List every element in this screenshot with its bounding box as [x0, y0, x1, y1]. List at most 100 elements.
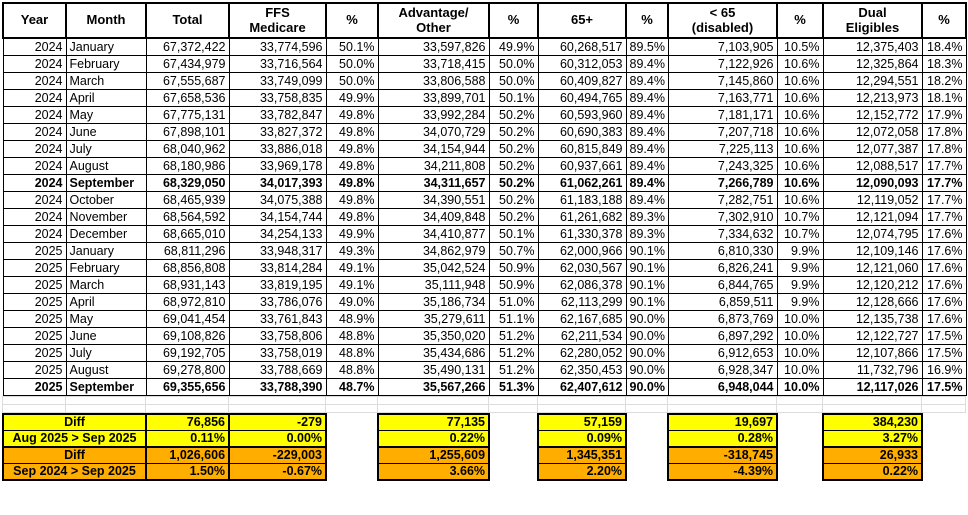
summary-value[interactable]: 3.66%	[377, 463, 491, 482]
cell-year[interactable]: 2025	[2, 361, 67, 380]
cell-ffs-medicare[interactable]: 33,948,317	[228, 242, 327, 261]
cell-ffs-medicare[interactable]: 33,788,669	[228, 361, 327, 380]
cell-advantage-other[interactable]: 35,279,611	[377, 310, 490, 329]
cell-ffs-medicare[interactable]: 33,969,178	[228, 157, 327, 176]
cell-under65-disabled[interactable]: 7,266,789	[667, 174, 778, 193]
cell-year[interactable]: 2025	[2, 378, 67, 397]
cell-dual-eligibles[interactable]: 12,120,212	[822, 276, 923, 295]
cell-ffs-pct[interactable]: 49.1%	[325, 276, 379, 295]
cell-under65-pct[interactable]: 10.0%	[776, 310, 824, 329]
cell-ffs-pct[interactable]: 49.8%	[325, 123, 379, 142]
cell-advantage-other[interactable]: 34,154,944	[377, 140, 490, 159]
cell-ffs-medicare[interactable]: 33,758,019	[228, 344, 327, 363]
cell-total[interactable]: 69,108,826	[145, 327, 230, 346]
cell-65plus-pct[interactable]: 90.1%	[625, 293, 669, 312]
summary-value[interactable]: 77,135	[377, 413, 491, 432]
cell-under65-pct[interactable]: 10.5%	[776, 37, 824, 57]
cell-dual-pct[interactable]: 17.5%	[921, 378, 967, 397]
cell-65plus[interactable]: 60,815,849	[537, 140, 627, 159]
cell-advantage-other[interactable]: 35,042,524	[377, 259, 490, 278]
cell-65plus-pct[interactable]: 89.4%	[625, 89, 669, 108]
cell-advantage-other[interactable]: 33,597,826	[377, 37, 490, 57]
cell-advantage-other[interactable]: 35,111,948	[377, 276, 490, 295]
cell-month[interactable]: January	[65, 242, 147, 261]
cell-total[interactable]: 69,041,454	[145, 310, 230, 329]
summary-value[interactable]: 57,159	[537, 413, 628, 432]
cell-ffs-medicare[interactable]: 34,017,393	[228, 174, 327, 193]
cell-advantage-other[interactable]: 35,434,686	[377, 344, 490, 363]
col-header-65plus-pct[interactable]: %	[625, 1, 669, 40]
cell-dual-eligibles[interactable]: 12,121,060	[822, 259, 923, 278]
summary-value[interactable]: -229,003	[228, 446, 328, 465]
cell-65plus-pct[interactable]: 89.4%	[625, 140, 669, 159]
cell-under65-pct[interactable]: 9.9%	[776, 259, 824, 278]
cell-year[interactable]: 2025	[2, 293, 67, 312]
cell-ffs-pct[interactable]: 49.8%	[325, 140, 379, 159]
cell-65plus[interactable]: 60,409,827	[537, 72, 627, 91]
cell-65plus-pct[interactable]: 90.0%	[625, 361, 669, 380]
col-header-advantage-other[interactable]: Advantage/ Other	[377, 1, 490, 40]
cell-total[interactable]: 67,898,101	[145, 123, 230, 142]
cell-advantage-pct[interactable]: 50.2%	[488, 191, 539, 210]
col-header-ffs-medicare[interactable]: FFS Medicare	[228, 1, 327, 40]
col-header-advantage-pct[interactable]: %	[488, 1, 539, 40]
col-header-total[interactable]: Total	[145, 1, 230, 40]
cell-under65-pct[interactable]: 10.7%	[776, 208, 824, 227]
cell-total[interactable]: 68,465,939	[145, 191, 230, 210]
cell-under65-disabled[interactable]: 7,207,718	[667, 123, 778, 142]
col-header-under65-pct[interactable]: %	[776, 1, 824, 40]
cell-year[interactable]: 2024	[2, 72, 67, 91]
cell-month[interactable]: January	[65, 37, 147, 57]
cell-ffs-medicare[interactable]: 34,075,388	[228, 191, 327, 210]
cell-under65-pct[interactable]: 10.0%	[776, 361, 824, 380]
cell-under65-pct[interactable]: 10.7%	[776, 225, 824, 244]
cell-total[interactable]: 68,856,808	[145, 259, 230, 278]
summary-value[interactable]: -0.67%	[228, 463, 328, 482]
cell-dual-pct[interactable]: 18.4%	[921, 37, 967, 57]
col-header-ffs-pct[interactable]: %	[325, 1, 379, 40]
cell-under65-disabled[interactable]: 7,181,171	[667, 106, 778, 125]
cell-advantage-pct[interactable]: 51.2%	[488, 327, 539, 346]
cell-ffs-medicare[interactable]: 33,716,564	[228, 55, 327, 74]
cell-dual-eligibles[interactable]: 12,088,517	[822, 157, 923, 176]
cell-65plus-pct[interactable]: 90.1%	[625, 259, 669, 278]
cell-year[interactable]: 2024	[2, 140, 67, 159]
cell-advantage-pct[interactable]: 51.2%	[488, 344, 539, 363]
cell-month[interactable]: July	[65, 344, 147, 363]
cell-dual-eligibles[interactable]: 12,375,403	[822, 37, 923, 57]
cell-dual-pct[interactable]: 17.6%	[921, 225, 967, 244]
cell-65plus-pct[interactable]: 89.4%	[625, 174, 669, 193]
cell-year[interactable]: 2024	[2, 191, 67, 210]
cell-ffs-pct[interactable]: 48.9%	[325, 310, 379, 329]
cell-ffs-pct[interactable]: 49.8%	[325, 174, 379, 193]
cell-dual-pct[interactable]: 17.5%	[921, 344, 967, 363]
summary-value[interactable]: 1,345,351	[537, 446, 628, 465]
cell-month[interactable]: December	[65, 225, 147, 244]
cell-advantage-other[interactable]: 35,186,734	[377, 293, 490, 312]
col-header-under65-disabled[interactable]: < 65 (disabled)	[667, 1, 778, 40]
cell-65plus[interactable]: 62,350,453	[537, 361, 627, 380]
cell-under65-pct[interactable]: 10.6%	[776, 191, 824, 210]
cell-total[interactable]: 68,931,143	[145, 276, 230, 295]
summary-value[interactable]: 26,933	[822, 446, 924, 465]
cell-advantage-pct[interactable]: 50.2%	[488, 174, 539, 193]
cell-advantage-pct[interactable]: 49.9%	[488, 37, 539, 57]
cell-dual-eligibles[interactable]: 12,077,387	[822, 140, 923, 159]
summary-value[interactable]: 0.09%	[537, 430, 628, 449]
cell-ffs-pct[interactable]: 49.0%	[325, 293, 379, 312]
summary-value[interactable]: 0.22%	[377, 430, 491, 449]
cell-month[interactable]: August	[65, 157, 147, 176]
cell-year[interactable]: 2025	[2, 276, 67, 295]
cell-advantage-other[interactable]: 33,899,701	[377, 89, 490, 108]
cell-advantage-pct[interactable]: 50.2%	[488, 208, 539, 227]
summary-value[interactable]: 0.00%	[228, 430, 328, 449]
cell-dual-pct[interactable]: 17.6%	[921, 310, 967, 329]
cell-advantage-pct[interactable]: 51.2%	[488, 361, 539, 380]
cell-ffs-medicare[interactable]: 33,827,372	[228, 123, 327, 142]
cell-total[interactable]: 67,434,979	[145, 55, 230, 74]
cell-month[interactable]: June	[65, 123, 147, 142]
cell-65plus[interactable]: 62,280,052	[537, 344, 627, 363]
cell-ffs-medicare[interactable]: 33,786,076	[228, 293, 327, 312]
cell-advantage-other[interactable]: 34,070,729	[377, 123, 490, 142]
cell-65plus-pct[interactable]: 89.4%	[625, 106, 669, 125]
